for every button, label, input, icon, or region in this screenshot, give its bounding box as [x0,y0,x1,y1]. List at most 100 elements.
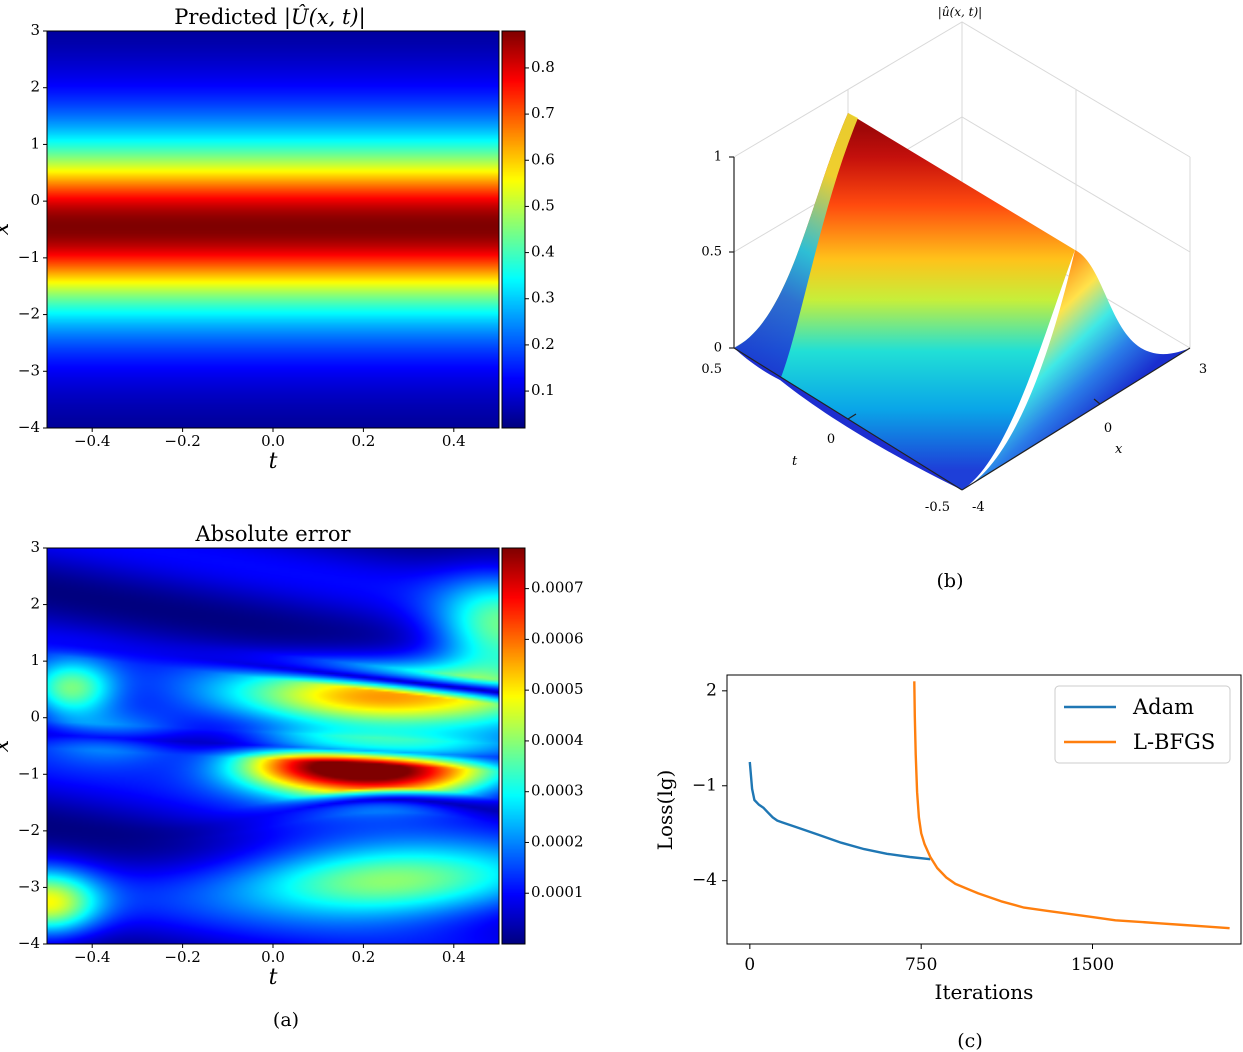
colorbar-tick-label: 0.0004 [531,731,584,749]
xtick-label: 0.2 [351,432,375,450]
surface-xtick: -4 [972,500,985,515]
colorbar-tick-label: 0.8 [531,58,555,76]
colorbar-tick-label: 0.2 [531,335,555,353]
heatmap-error-ylabel: x [0,739,14,752]
xtick-label: −0.2 [164,948,200,966]
panel-surface: |û(x, t)| [701,5,1207,515]
legend-adam-label: Adam [1132,695,1194,719]
heatmap-pred-title-lhs: Predicted [174,5,284,29]
heatmap-pred-title-rhs: |Û(x, t)| [284,4,366,30]
heatmap-pred-yaxis: 3 2 1 0 −1 −2 −3 −4 [18,21,47,436]
legend-lbfgs-label: L-BFGS [1133,730,1215,754]
xtick-label: −0.2 [164,432,200,450]
surface-axes [729,156,1191,491]
loss-ytick-label: 2 [706,680,717,700]
ytick-label: 2 [30,78,40,96]
loss-xtick-label: 1500 [1071,955,1114,975]
heatmap-pred-xaxis: −0.4 −0.2 0.0 0.2 0.4 [74,428,466,450]
surface-xtick: 0 [1104,421,1112,436]
surface-ztick: 1 [714,150,722,165]
heatmap-pred-image [47,31,499,428]
xtick-label: −0.4 [74,948,110,966]
ytick-label: 2 [30,595,40,613]
ytick-label: 3 [30,538,40,556]
loss-legend: Adam L-BFGS [1054,685,1231,764]
loss-ytick-label: −1 [692,775,717,795]
colorbar-tick-label: 0.3 [531,289,555,307]
heatmap-error-yaxis: 3 2 1 0 −1 −2 −3 −4 [18,538,47,952]
ytick-label: −4 [18,418,40,436]
ytick-label: 0 [30,191,40,209]
ytick-label: 1 [30,651,40,669]
xtick-label: −0.4 [74,432,110,450]
heatmap-error-title: Absolute error [195,522,352,546]
surface-ttick: -0.5 [925,500,950,515]
heatmap-error-colorbar-frame [501,547,526,945]
heatmap-error-colorbar-ticks: 0.0007 0.0006 0.0005 0.0004 0.0003 0.0002 0.00… [525,579,584,901]
colorbar-tick-label: 0.6 [531,150,555,168]
heatmap-error-xaxis: −0.4 −0.2 0.0 0.2 0.4 [74,944,466,966]
surface-title: |û(x, t)| [938,5,982,19]
surface-back-face [962,250,1190,490]
heatmap-pred-title: Predicted |Û(x, t)| [174,4,365,30]
heatmap-error-colorbar [502,548,525,944]
ytick-label: 3 [30,21,40,39]
heatmap-pred-colorbar-frame [501,30,526,429]
ytick-label: −1 [18,764,40,782]
ytick-label: −3 [18,361,40,379]
loss-xlabel: Iterations [935,980,1034,1004]
loss-yaxis: 2 −1 −4 [692,680,727,890]
xtick-label: 0.2 [351,948,375,966]
surface-ticks: 1 0.5 0 0.5 0 -0.5 -4 0 3 [701,150,1207,516]
surface-ttick: 0 [827,432,835,447]
panel-loss: 2 −1 −4 0 750 1500 Loss(lg) Iterations Adam … [653,674,1242,1004]
xtick-label: 0.0 [261,432,285,450]
surface-tlabel: t [792,454,798,469]
colorbar-tick-label: 0.0003 [531,782,584,800]
adam-series-line [748,761,931,861]
heatmap-error-image [47,548,499,944]
heatmap-pred-colorbar-ticks: 0.8 0.7 0.6 0.5 0.4 0.3 0.2 0.1 [525,58,555,399]
surface-xlabel: x [1115,442,1123,457]
colorbar-tick-label: 0.0002 [531,832,584,850]
loss-xtick-label: 750 [905,955,937,975]
heatmap-pred-ylabel: x [0,222,14,235]
loss-xtick-label: 0 [744,955,755,975]
surface-left-face [734,113,858,380]
colorbar-tick-label: 0.1 [531,381,555,399]
colorbar-tick-label: 0.0005 [531,680,584,698]
surface-ztick: 0 [714,341,722,356]
colorbar-tick-label: 0.0007 [531,579,584,597]
ytick-label: −2 [18,305,40,323]
heatmap-pred-colorbar [502,31,525,428]
surface-ttick: 0.5 [701,362,722,377]
xtick-label: 0.0 [261,948,285,966]
heatmap-pred-xlabel: t [269,449,278,474]
xtick-label: 0.4 [442,948,466,966]
heatmap-error-xlabel: t [269,965,278,990]
colorbar-tick-label: 0.0001 [531,883,584,901]
ytick-label: −3 [18,877,40,895]
colorbar-tick-label: 0.4 [531,243,555,261]
loss-xaxis: 0 750 1500 [744,944,1114,975]
xtick-label: 0.4 [442,432,466,450]
lbfgs-series-line [913,681,1230,930]
ytick-label: −1 [18,248,40,266]
ytick-label: −4 [18,934,40,952]
caption-b: (b) [937,570,964,592]
caption-a: (a) [273,1009,299,1031]
ytick-label: 0 [30,708,40,726]
colorbar-tick-label: 0.5 [531,196,555,214]
loss-ylabel: Loss(lg) [653,770,677,851]
ytick-label: −2 [18,821,40,839]
loss-legend-box [1054,685,1231,764]
loss-ytick-label: −4 [692,870,717,890]
colorbar-tick-label: 0.0006 [531,629,584,647]
loss-series-group [748,681,1230,930]
ytick-label: 1 [30,134,40,152]
surface-ztick: 0.5 [701,245,722,260]
colorbar-tick-label: 0.7 [531,104,555,122]
